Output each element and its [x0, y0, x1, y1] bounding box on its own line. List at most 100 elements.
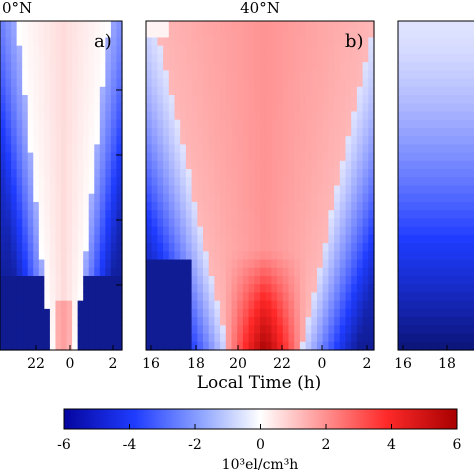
- heatmap-cell: [105, 127, 112, 137]
- heatmap-cell: [38, 62, 45, 71]
- heatmap-cell: [0, 317, 7, 326]
- heatmap-cell: [254, 45, 261, 55]
- heatmap-cell: [265, 45, 272, 55]
- heatmap-cell: [16, 152, 23, 162]
- heatmap-cell: [55, 169, 62, 178]
- heatmap-cell: [237, 21, 244, 30]
- heatmap-cell: [345, 275, 352, 285]
- heatmap-cell: [88, 325, 95, 335]
- heatmap-cell: [157, 78, 164, 88]
- heatmap-cell: [22, 300, 29, 310]
- heatmap-cell: [151, 127, 158, 137]
- heatmap-cell: [88, 86, 95, 96]
- heatmap-cell: [362, 169, 369, 178]
- heatmap-cell: [299, 119, 307, 129]
- heatmap-cell: [406, 103, 415, 113]
- heatmap-cell: [248, 325, 255, 335]
- heatmap-cell: [0, 78, 7, 88]
- heatmap-cell: [220, 341, 227, 351]
- heatmap-cell: [345, 341, 352, 351]
- heatmap-cell: [462, 185, 471, 195]
- heatmap-cell: [191, 37, 198, 47]
- heatmap-cell: [294, 333, 301, 343]
- heatmap-cell: [446, 119, 455, 129]
- heatmap-cell: [105, 160, 112, 170]
- heatmap-cell: [311, 53, 318, 63]
- heatmap-cell: [16, 201, 23, 211]
- heatmap-cell: [191, 103, 198, 113]
- heatmap-cell: [61, 317, 68, 326]
- heatmap-cell: [151, 193, 158, 203]
- heatmap-cell: [174, 21, 181, 30]
- heatmap-cell: [225, 53, 233, 63]
- heatmap-cell: [180, 53, 187, 63]
- heatmap-cell: [422, 275, 431, 285]
- heatmap-cell: [265, 267, 272, 277]
- heatmap-cell: [248, 111, 255, 121]
- heatmap-cell: [305, 259, 312, 269]
- heatmap-cell: [237, 275, 244, 285]
- heatmap-cell: [260, 210, 267, 219]
- heatmap-cell: [438, 119, 447, 129]
- heatmap-cell: [282, 119, 290, 129]
- heatmap-cell: [339, 169, 347, 178]
- heatmap-cell: [44, 243, 51, 252]
- heatmap-cell: [422, 29, 431, 39]
- heatmap-cell: [208, 119, 215, 129]
- heatmap-cell: [208, 193, 215, 203]
- heatmap-cell: [299, 103, 307, 113]
- heatmap-cell: [11, 267, 18, 277]
- heatmap-cell: [157, 210, 164, 219]
- heatmap-cell: [368, 218, 375, 228]
- heatmap-cell: [77, 259, 84, 269]
- heatmap-cell: [77, 177, 84, 187]
- heatmap-cell: [231, 201, 238, 211]
- heatmap-cell: [462, 292, 471, 302]
- heatmap-cell: [99, 193, 106, 203]
- heatmap-cell: [288, 53, 295, 63]
- heatmap-cell: [231, 21, 238, 30]
- heatmap-cell: [22, 185, 29, 195]
- heatmap-cell: [66, 226, 73, 236]
- heatmap-cell: [305, 193, 312, 203]
- heatmap-cell: [362, 341, 369, 351]
- heatmap-cell: [225, 317, 233, 326]
- heatmap-cell: [203, 185, 210, 195]
- heatmap-cell: [299, 210, 307, 219]
- heatmap-cell: [282, 62, 290, 71]
- heatmap-cell: [271, 160, 278, 170]
- heatmap-cell: [168, 210, 176, 219]
- heatmap-cell: [197, 45, 204, 55]
- heatmap-cell: [299, 251, 307, 261]
- heatmap-cell: [55, 234, 62, 244]
- heatmap-cell: [38, 136, 45, 145]
- heatmap-cell: [294, 284, 301, 294]
- heatmap-cell: [0, 226, 7, 236]
- heatmap-cell: [271, 333, 278, 343]
- heatmap-cell: [99, 29, 106, 39]
- heatmap-cell: [322, 169, 329, 178]
- heatmap-cell: [414, 53, 423, 63]
- heatmap-cell: [254, 300, 261, 310]
- heatmap-cell: [462, 234, 471, 244]
- heatmap-cell: [305, 267, 312, 277]
- heatmap-cell: [22, 29, 29, 39]
- heatmap-cell: [225, 152, 233, 162]
- heatmap-cell: [72, 275, 79, 285]
- heatmap-cell: [180, 218, 187, 228]
- heatmap-cell: [231, 29, 238, 39]
- heatmap-cell: [462, 111, 471, 121]
- heatmap-cell: [83, 111, 90, 121]
- heatmap-cell: [208, 259, 215, 269]
- heatmap-cell: [265, 169, 272, 178]
- heatmap-cell: [214, 111, 221, 121]
- heatmap-cell: [462, 62, 471, 71]
- heatmap-cell: [38, 127, 45, 137]
- heatmap-cell: [414, 29, 423, 39]
- heatmap-cell: [271, 218, 278, 228]
- heatmap-cell: [22, 62, 29, 71]
- heatmap-cell: [49, 317, 57, 326]
- colorbar-tick-label: 6: [453, 437, 462, 453]
- heatmap-cell: [214, 234, 221, 244]
- heatmap-cell: [44, 201, 51, 211]
